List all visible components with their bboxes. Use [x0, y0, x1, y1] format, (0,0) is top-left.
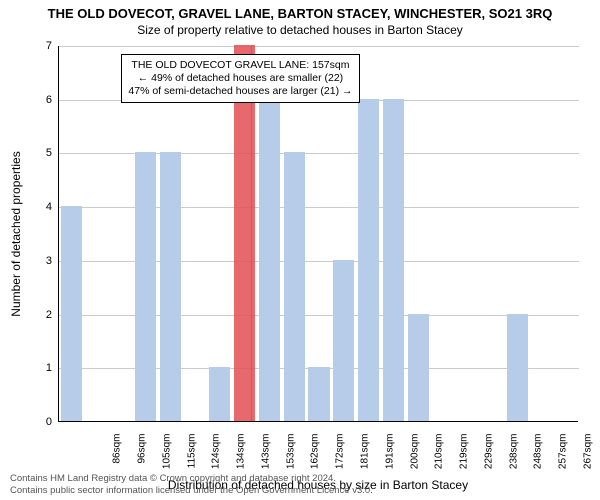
- bar: [160, 152, 181, 421]
- x-tick-label: 257sqm: [558, 434, 569, 484]
- credits-line-2: Contains public sector information licen…: [10, 485, 373, 496]
- bar: [308, 367, 329, 421]
- x-tick-label: 219sqm: [459, 434, 470, 484]
- annotation-line: ← 49% of detached houses are smaller (22…: [128, 72, 352, 85]
- y-tick-label: 1: [28, 362, 52, 374]
- credits-line-1: Contains HM Land Registry data © Crown c…: [10, 473, 373, 484]
- chart-area: Number of detached properties THE OLD DO…: [58, 46, 578, 422]
- bar: [209, 367, 230, 421]
- bar: [507, 314, 528, 421]
- x-tick-label: 200sqm: [409, 434, 420, 484]
- y-tick-label: 3: [28, 255, 52, 267]
- x-tick-label: 238sqm: [508, 434, 519, 484]
- y-tick-label: 7: [28, 40, 52, 52]
- y-tick-label: 5: [28, 147, 52, 159]
- bar: [61, 206, 82, 421]
- y-tick-label: 0: [28, 416, 52, 428]
- y-tick-label: 2: [28, 309, 52, 321]
- bar: [358, 99, 379, 421]
- bar: [284, 152, 305, 421]
- credits: Contains HM Land Registry data © Crown c…: [10, 473, 373, 496]
- x-tick-label: 267sqm: [582, 434, 593, 484]
- annotation-line: 47% of semi-detached houses are larger (…: [128, 85, 352, 98]
- bar: [408, 314, 429, 421]
- x-tick-label: 248sqm: [533, 434, 544, 484]
- y-tick-label: 4: [28, 201, 52, 213]
- bar: [135, 152, 156, 421]
- bar: [383, 99, 404, 421]
- annotation-line: THE OLD DOVECOT GRAVEL LANE: 157sqm: [128, 59, 352, 72]
- x-tick-label: 191sqm: [384, 434, 395, 484]
- x-tick-label: 229sqm: [483, 434, 494, 484]
- bar: [333, 260, 354, 421]
- annotation-box: THE OLD DOVECOT GRAVEL LANE: 157sqm← 49%…: [121, 54, 359, 103]
- chart-title-sub: Size of property relative to detached ho…: [0, 21, 600, 37]
- y-axis-label: Number of detached properties: [9, 151, 23, 316]
- y-tick-label: 6: [28, 94, 52, 106]
- chart-title-main: THE OLD DOVECOT, GRAVEL LANE, BARTON STA…: [0, 0, 600, 21]
- bar: [259, 99, 280, 421]
- grid-line: [59, 46, 579, 47]
- plot-region: THE OLD DOVECOT GRAVEL LANE: 157sqm← 49%…: [58, 46, 578, 422]
- x-tick-label: 210sqm: [434, 434, 445, 484]
